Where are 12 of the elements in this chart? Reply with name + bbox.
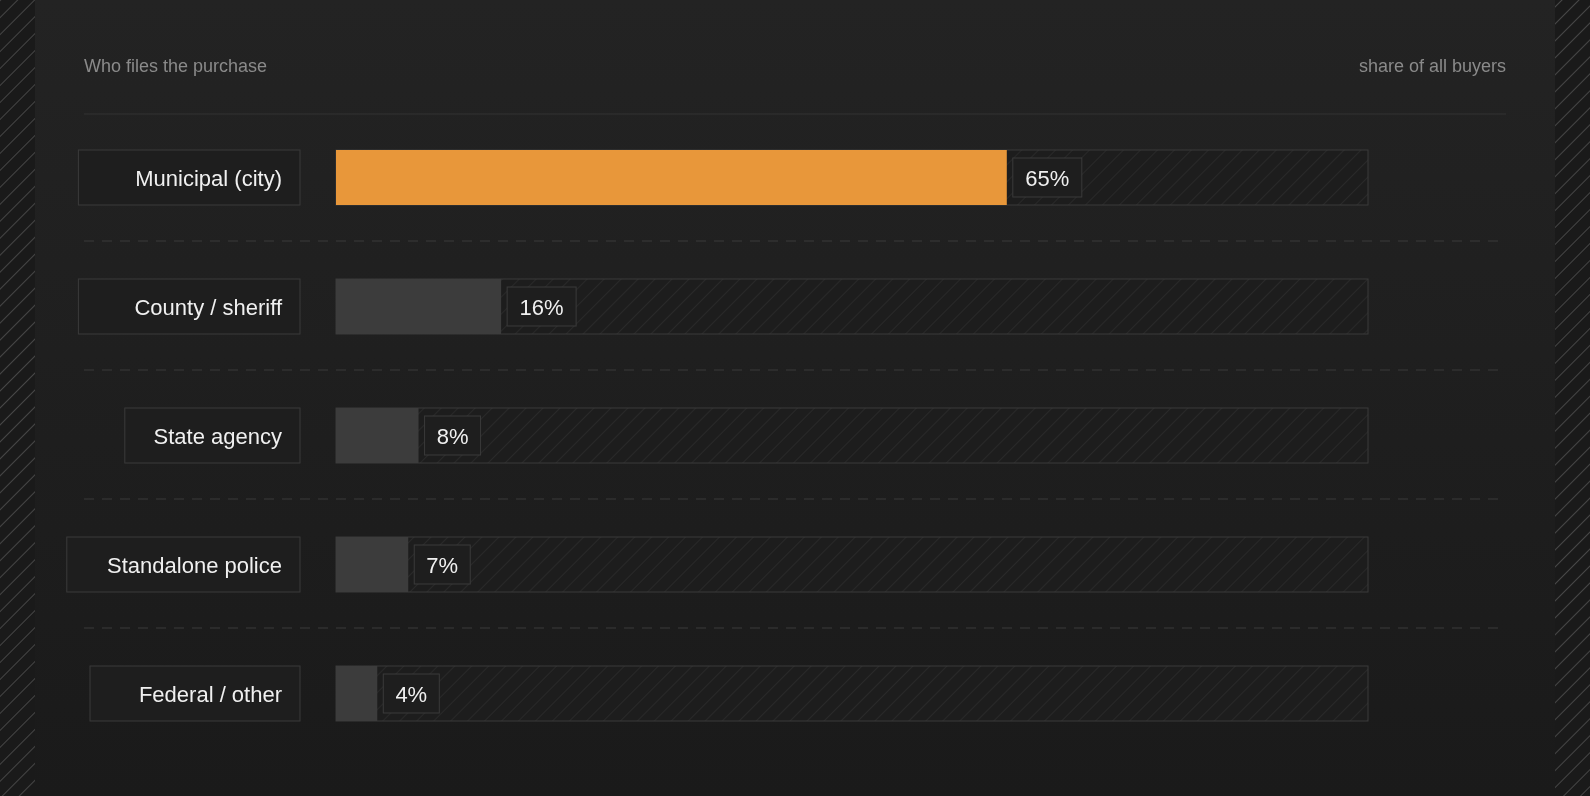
- y-tick-label: Federal / other: [138, 681, 282, 707]
- text: Who files the purchase: [84, 56, 268, 76]
- y-tick-label: Standalone police: [107, 552, 282, 578]
- y-tick-label: County / sheriff: [134, 294, 283, 320]
- data-label: 65%: [1025, 165, 1070, 191]
- data-label: 16%: [519, 294, 564, 320]
- x-axis-title: share of all buyers: [1358, 56, 1506, 76]
- data-label: 8%: [436, 423, 469, 449]
- data-label: 4%: [395, 681, 428, 707]
- y-tick-label: State agency: [153, 423, 282, 449]
- y-tick-label: Municipal (city): [135, 165, 282, 191]
- data-label: 7%: [426, 552, 459, 578]
